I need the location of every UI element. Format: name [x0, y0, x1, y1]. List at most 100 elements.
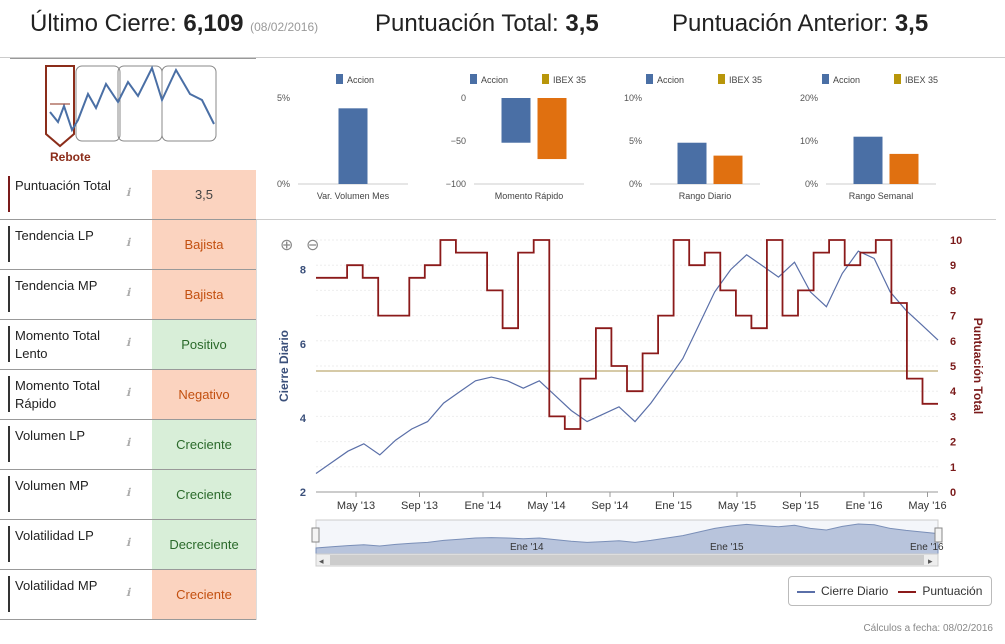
- puntuacion-anterior-value: 3,5: [894, 10, 929, 37]
- legend-swatch: [898, 590, 917, 593]
- ultimo-cierre: Último Cierre: 6,109 (08/02/2016): [30, 10, 318, 38]
- puntuacion-series-line: [316, 239, 938, 430]
- puntuacion-total-value: 3,5: [565, 10, 599, 37]
- info-icon[interactable]: ℹ: [126, 387, 131, 399]
- legend-label: IBEX 35: [729, 75, 762, 85]
- legend-label: Accion: [481, 75, 508, 85]
- tick-label: 0: [461, 93, 466, 103]
- tick-label: −100: [446, 179, 466, 189]
- zoom-in-icon[interactable]: ⊕: [280, 237, 293, 254]
- y-tick-label: 8: [300, 265, 306, 277]
- indicator-label: Tendencia LP: [15, 228, 94, 243]
- tick-label: 10%: [624, 93, 642, 103]
- tick-label: 0%: [629, 179, 642, 189]
- navigator-area: [315, 523, 939, 555]
- x-tick-label: May '16: [908, 500, 946, 512]
- mini-chart: Accion 5% 0% Var. Volumen Mes: [277, 74, 408, 201]
- indicator-value: Creciente: [152, 420, 256, 469]
- info-icon[interactable]: ℹ: [126, 587, 131, 599]
- indicator-label: Momento Total Rápido: [15, 378, 101, 411]
- tick-label: 5%: [629, 136, 642, 146]
- divider: [10, 58, 256, 59]
- info-icon[interactable]: ℹ: [126, 337, 131, 349]
- legend-puntuacion[interactable]: Puntuación: [898, 584, 982, 598]
- navigator-label: Ene '15: [710, 542, 744, 553]
- info-icon[interactable]: ℹ: [126, 237, 131, 249]
- indicator-value: 3,5: [152, 170, 256, 219]
- bar: [338, 108, 368, 184]
- bar: [537, 98, 567, 160]
- indicator-value: Bajista: [152, 220, 256, 269]
- row-marker: [8, 426, 10, 462]
- divider: [256, 220, 257, 620]
- navigator-label: Ene '14: [510, 542, 544, 553]
- mini-chart: Accion IBEX 35 0 −50 −100 Momento Rápido: [446, 74, 586, 201]
- row-marker: [8, 226, 10, 262]
- mini-chart-title: Var. Volumen Mes: [317, 191, 390, 201]
- y2-tick-label: 5: [950, 361, 956, 373]
- navigator-handle-right[interactable]: [934, 527, 943, 543]
- legend-cierre-label: Cierre Diario: [821, 584, 889, 598]
- y2-tick-label: 4: [950, 386, 957, 398]
- indicator-label: Volatilidad MP: [15, 578, 98, 593]
- indicator-label: Volumen LP: [15, 428, 86, 443]
- zoom-out-icon[interactable]: ⊖: [306, 237, 319, 254]
- indicator-row: Volatilidad MP ℹ Creciente: [0, 570, 256, 620]
- indicator-row: Tendencia LP ℹ Bajista: [0, 220, 256, 270]
- row-marker: [8, 326, 10, 362]
- legend-swatch: [797, 590, 815, 593]
- header-bar: Último Cierre: 6,109 (08/02/2016) Puntua…: [0, 0, 1005, 58]
- indicator-list: Puntuación Total ℹ 3,5 Tendencia LP ℹ Bajista…: [0, 170, 256, 620]
- info-icon[interactable]: ℹ: [126, 437, 131, 449]
- mini-chart: Accion IBEX 35 10% 5% 0% Rango Diario: [624, 74, 762, 201]
- indicator-value: Creciente: [152, 470, 256, 519]
- info-icon[interactable]: ℹ: [126, 487, 131, 499]
- indicator-row: Momento Total Rápido ℹ Negativo: [0, 370, 256, 420]
- x-tick-label: Sep '13: [401, 500, 438, 512]
- indicator-label: Momento Total Lento: [15, 328, 101, 361]
- legend-puntuacion-label: Puntuación: [922, 584, 983, 598]
- info-icon[interactable]: ℹ: [126, 287, 131, 299]
- tick-label: 5%: [277, 93, 290, 103]
- y-axis-label: Cierre Diario: [277, 330, 291, 402]
- indicator-row: Puntuación Total ℹ 3,5: [0, 170, 256, 220]
- indicator-row: Volatilidad LP ℹ Decreciente: [0, 520, 256, 570]
- chart-legend[interactable]: Cierre Diario Puntuación: [788, 576, 992, 606]
- row-marker: [8, 476, 10, 512]
- legend-swatch: [470, 74, 477, 84]
- indicator-value: Decreciente: [152, 520, 256, 569]
- indicator-label: Volatilidad LP: [15, 528, 94, 543]
- row-marker: [8, 526, 10, 562]
- y2-tick-label: 0: [950, 487, 956, 499]
- puntuacion-total-label: Puntuación Total:: [375, 10, 559, 37]
- legend-label: Accion: [347, 75, 374, 85]
- legend-swatch: [822, 74, 829, 84]
- scroll-left-icon[interactable]: ◂: [319, 556, 324, 566]
- row-marker: [8, 176, 10, 212]
- bar: [853, 136, 883, 184]
- bar: [713, 155, 743, 184]
- mini-chart-title: Rango Semanal: [849, 191, 914, 201]
- y2-tick-label: 3: [950, 411, 956, 423]
- info-icon[interactable]: ℹ: [126, 187, 131, 199]
- x-tick-label: Ene '15: [655, 500, 692, 512]
- legend-swatch: [894, 74, 901, 84]
- row-marker: [8, 276, 10, 312]
- y2-tick-label: 7: [950, 311, 956, 323]
- puntuacion-total: Puntuación Total: 3,5: [375, 10, 599, 38]
- indicator-row: Tendencia MP ℹ Bajista: [0, 270, 256, 320]
- bar: [501, 98, 531, 143]
- indicator-label: Puntuación Total: [15, 178, 111, 193]
- indicator-value: Bajista: [152, 270, 256, 319]
- navigator-handle-left[interactable]: [311, 527, 320, 543]
- info-icon[interactable]: ℹ: [126, 537, 131, 549]
- indicator-value: Creciente: [152, 570, 256, 619]
- puntuacion-anterior: Puntuación Anterior: 3,5: [672, 10, 928, 38]
- scrollbar-thumb[interactable]: [330, 555, 924, 565]
- ultimo-cierre-label: Último Cierre:: [30, 10, 177, 37]
- y2-tick-label: 6: [950, 336, 956, 348]
- legend-cierre[interactable]: Cierre Diario: [797, 584, 888, 598]
- scroll-right-icon[interactable]: ▸: [928, 556, 933, 566]
- x-tick-label: May '15: [718, 500, 756, 512]
